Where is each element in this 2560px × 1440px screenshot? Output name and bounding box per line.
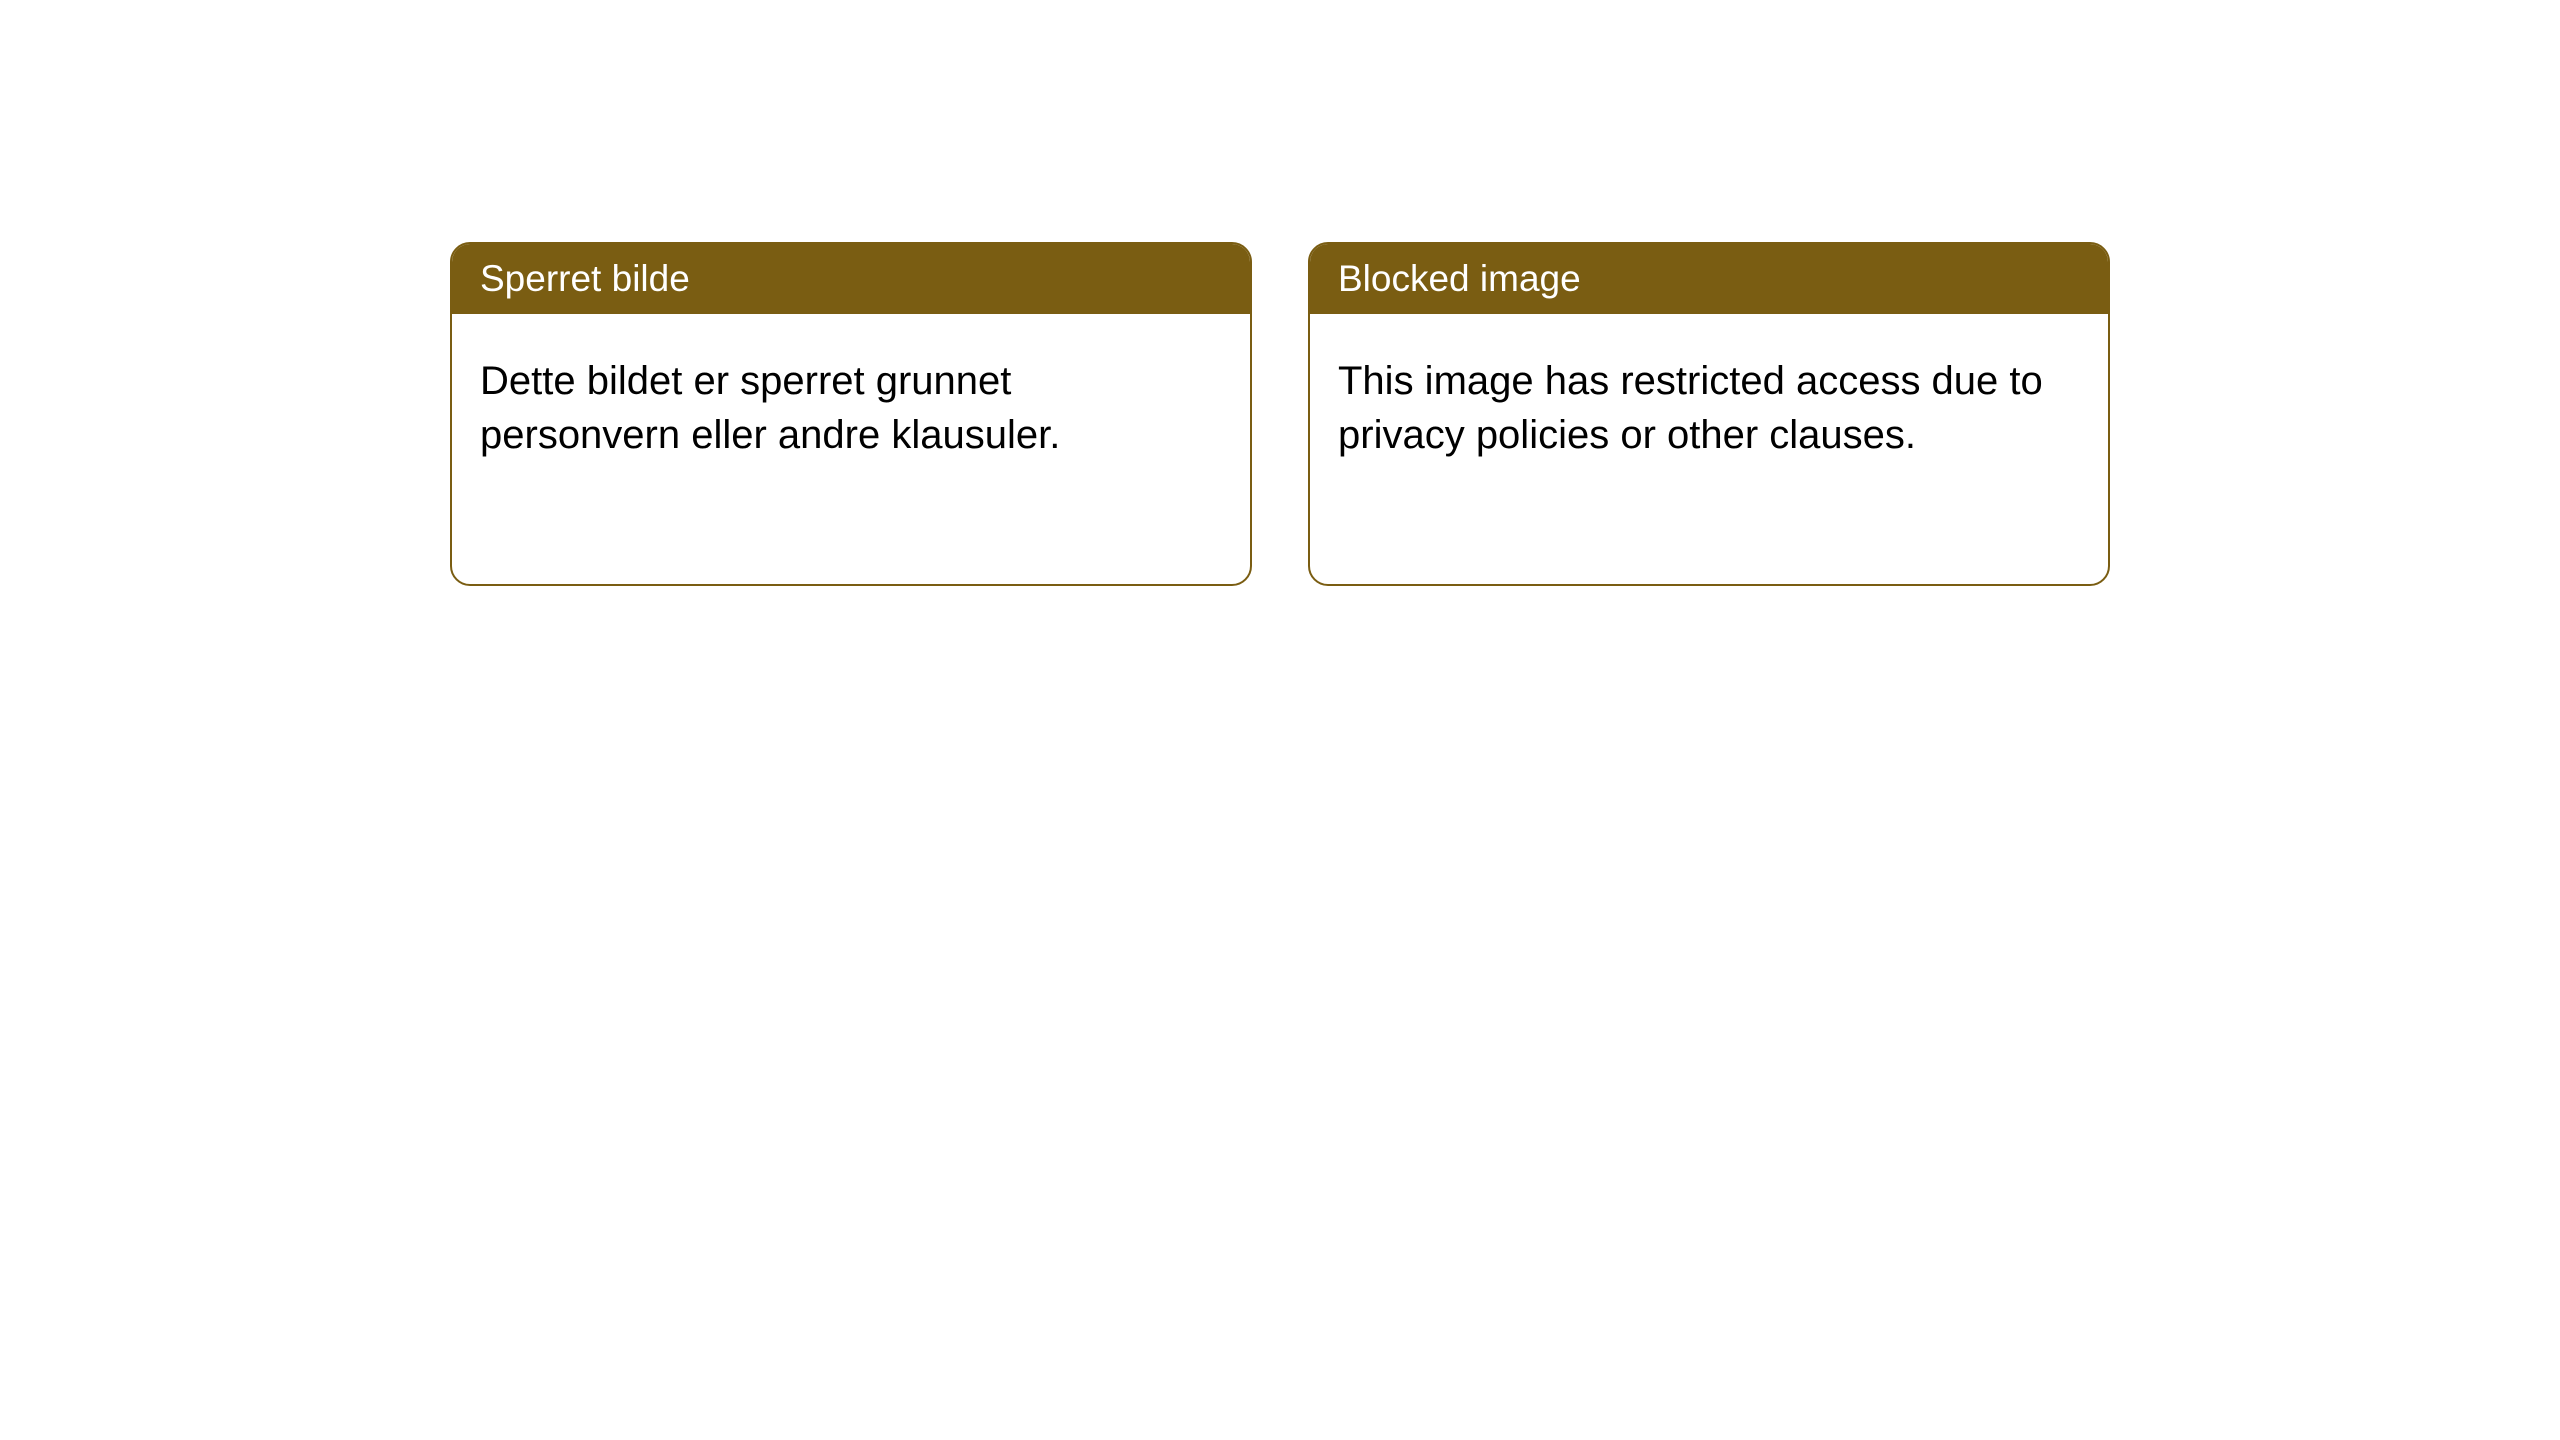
notice-text: This image has restricted access due to … <box>1338 359 2043 457</box>
notice-box-english: Blocked image This image has restricted … <box>1308 242 2110 586</box>
notice-box-norwegian: Sperret bilde Dette bildet er sperret gr… <box>450 242 1252 586</box>
notices-container: Sperret bilde Dette bildet er sperret gr… <box>450 242 2110 586</box>
notice-text: Dette bildet er sperret grunnet personve… <box>480 359 1060 457</box>
notice-header: Blocked image <box>1310 244 2108 314</box>
notice-title: Blocked image <box>1338 258 1581 299</box>
notice-body: Dette bildet er sperret grunnet personve… <box>452 314 1250 584</box>
notice-title: Sperret bilde <box>480 258 690 299</box>
notice-body: This image has restricted access due to … <box>1310 314 2108 584</box>
notice-header: Sperret bilde <box>452 244 1250 314</box>
